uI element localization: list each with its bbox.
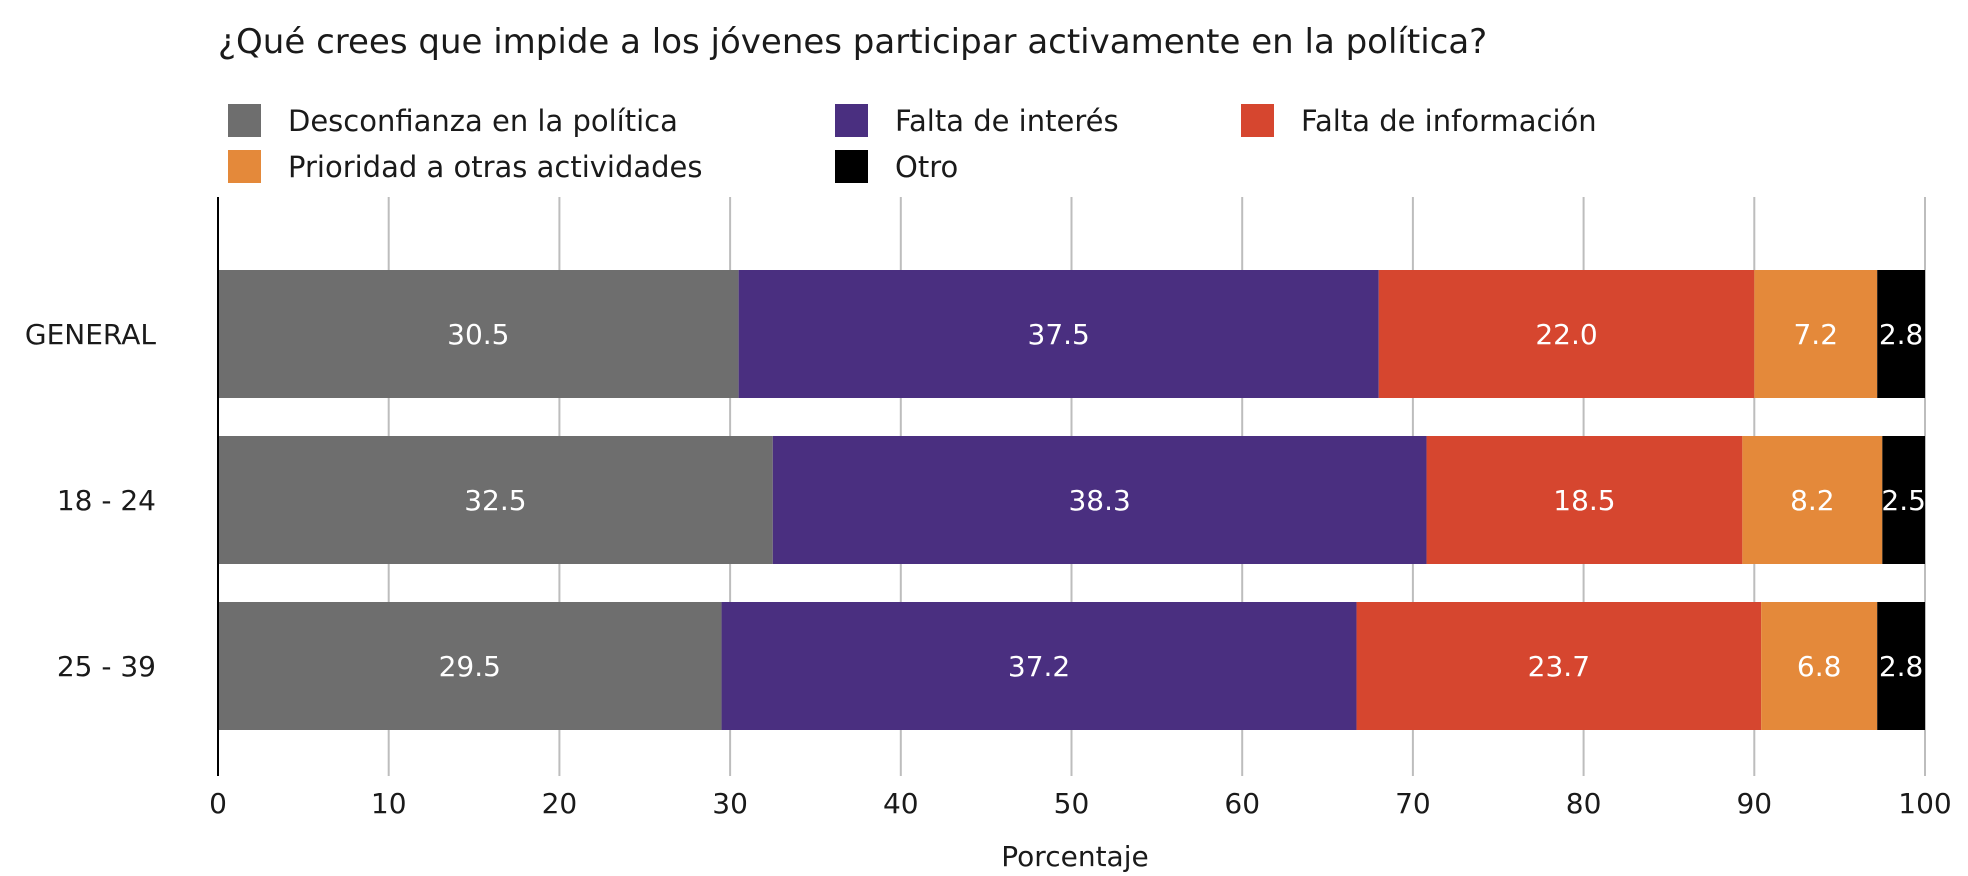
category-label: GENERAL [25,318,157,351]
x-tick-label: 60 [1224,787,1260,820]
data-label: 2.8 [1879,650,1924,683]
bar-segment [1426,436,1743,564]
bar-segment [1742,436,1883,564]
data-label: 32.5 [464,484,526,517]
legend: Desconfianza en la política Falta de inte… [228,104,1597,184]
x-tick-label: 30 [712,787,748,820]
legend-label: Falta de interés [895,104,1119,138]
data-label: 30.5 [447,318,509,351]
bar-segment [1877,602,1925,730]
legend-swatch [835,104,868,137]
data-label: 8.2 [1790,484,1835,517]
bar-segment [218,270,739,398]
chart-title: ¿Qué crees que impide a los jóvenes part… [218,22,1487,62]
x-tick-label: 70 [1395,787,1431,820]
data-label: 18.5 [1553,484,1615,517]
data-label: 37.5 [1028,318,1090,351]
x-tick-label: 20 [542,787,578,820]
bar-segment [218,602,722,730]
category-labels: GENERAL 18 - 24 25 - 39 [25,318,157,683]
bar-segment [1882,436,1925,564]
legend-label: Falta de información [1301,104,1597,138]
category-label: 25 - 39 [57,650,156,683]
x-tick-label: 50 [1054,787,1090,820]
bar-segment [1761,602,1878,730]
bars: 30.5 37.5 22.0 7.2 2.8 32.5 38.3 18.5 8.2 2.5 29.5… [218,270,1926,730]
x-tick-labels: 0 10 20 30 40 50 60 70 80 90 100 [209,787,1952,820]
data-label: 29.5 [439,650,501,683]
legend-swatch [1241,104,1274,137]
bar-segment [721,602,1357,730]
legend-swatch [228,150,261,183]
data-label: 22.0 [1535,318,1597,351]
data-label: 23.7 [1528,650,1590,683]
bar-segment [1877,270,1925,398]
bar-segment [1356,602,1762,730]
x-tick-label: 0 [209,787,227,820]
legend-swatch [228,104,261,137]
x-tick-label: 100 [1898,787,1951,820]
x-tick-label: 40 [883,787,919,820]
x-tick-label: 10 [371,787,407,820]
x-axis-label: Porcentaje [1001,840,1148,873]
data-label: 37.2 [1008,650,1070,683]
category-label: 18 - 24 [57,484,156,517]
data-label: 2.8 [1879,318,1924,351]
data-label: 2.5 [1881,484,1926,517]
data-label: 7.2 [1793,318,1838,351]
data-label: 38.3 [1068,484,1130,517]
x-tick-label: 80 [1566,787,1602,820]
bar-segment [1378,270,1755,398]
legend-label: Otro [895,150,958,184]
x-tick-label: 90 [1736,787,1772,820]
data-label: 6.8 [1797,650,1842,683]
legend-label: Prioridad a otras actividades [288,150,703,184]
bar-segment [772,436,1427,564]
bar-segment [738,270,1379,398]
legend-label: Desconfianza en la política [288,104,678,138]
legend-swatch [835,150,868,183]
bar-segment [218,436,773,564]
bar-segment [1754,270,1878,398]
